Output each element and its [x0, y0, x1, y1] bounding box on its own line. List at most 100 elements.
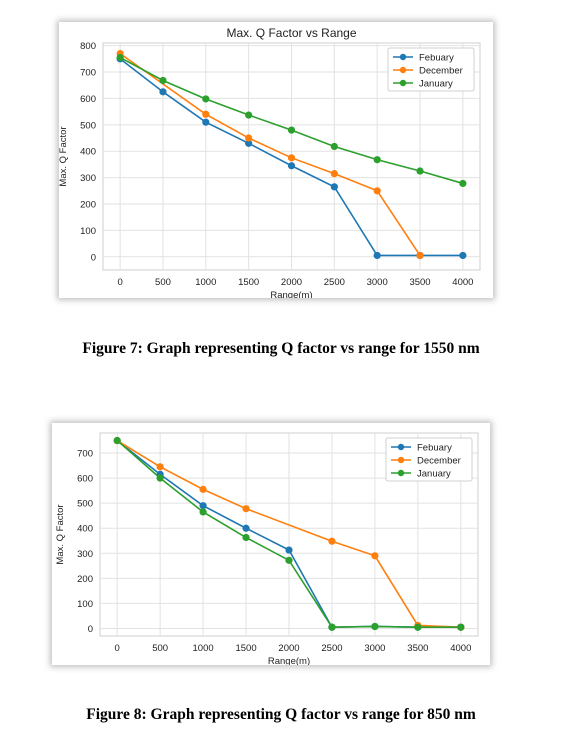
- y-tick-label: 600: [77, 474, 93, 485]
- series-line-december: [116, 439, 461, 629]
- figure-7-caption: Figure 7: Graph representing Q factor vs…: [82, 340, 480, 357]
- data-point-january: [373, 156, 381, 164]
- chart-title: Max. Q Factor vs Range: [226, 26, 356, 40]
- y-tick-label: 300: [77, 549, 93, 560]
- x-tick-label: 1000: [193, 643, 214, 654]
- y-tick-label: 400: [77, 524, 93, 535]
- y-tick-label: 200: [80, 200, 96, 211]
- data-point-december: [371, 552, 379, 560]
- data-point-january: [414, 623, 422, 631]
- x-tick-label: 4000: [450, 643, 471, 654]
- q-factor-850nm-chart: 0 500 1000 1500 2000 2500 3000 3500 4000 0 100 200 3…: [55, 432, 479, 665]
- data-point-febuary: [373, 251, 381, 260]
- x-tick-label: 0: [115, 643, 120, 654]
- data-point-december: [156, 463, 164, 471]
- y-tick-label: 400: [80, 147, 96, 158]
- legend: Febuary December January: [387, 47, 475, 92]
- x-tick-label: 2500: [321, 643, 342, 654]
- data-point-december: [328, 537, 336, 545]
- legend-label-january: January: [419, 79, 453, 90]
- data-point-january: [330, 142, 338, 151]
- data-point-january: [459, 179, 467, 188]
- legend-marker-december: [399, 66, 407, 74]
- y-tick-label: 100: [80, 226, 96, 237]
- legend-label-january: January: [417, 469, 451, 480]
- y-tick-label: 600: [80, 94, 96, 105]
- legend-box: [385, 437, 473, 482]
- legend-box: [387, 47, 475, 92]
- y-tick-label: 700: [77, 449, 93, 460]
- figure-8-caption: Figure 8: Graph representing Q factor vs…: [86, 706, 476, 723]
- data-point-febuary: [159, 88, 167, 96]
- data-point-january: [457, 623, 465, 631]
- legend-label-febuary: Febuary: [417, 443, 452, 454]
- data-point-january: [159, 76, 167, 85]
- legend-label-febuary: Febuary: [419, 53, 454, 64]
- data-point-january: [287, 126, 296, 134]
- y-tick-label: 500: [80, 120, 96, 131]
- legend-marker-december: [397, 456, 405, 464]
- data-point-january: [245, 111, 253, 119]
- legend: Febuary December January: [385, 437, 473, 482]
- x-tick-label: 1500: [235, 643, 256, 654]
- data-point-december: [330, 170, 338, 178]
- data-point-febuary: [242, 524, 250, 532]
- y-axis-label: Max. Q Factor: [55, 504, 66, 564]
- x-tick-label: 2000: [281, 277, 302, 288]
- x-axis-label: Range(m): [270, 290, 312, 298]
- y-tick-label: 500: [77, 499, 93, 510]
- x-tick-label: 2500: [324, 277, 345, 288]
- x-tick-label: 500: [152, 643, 168, 654]
- data-point-january: [199, 508, 207, 516]
- data-point-december: [287, 154, 296, 162]
- data-point-january: [156, 474, 164, 482]
- legend-label-december: December: [419, 66, 463, 77]
- x-tick-label: 1000: [195, 277, 216, 288]
- y-tick-label: 700: [80, 68, 96, 79]
- legend-marker-febuary: [399, 53, 407, 61]
- data-point-febuary: [459, 251, 467, 260]
- x-axis-label: Range(m): [268, 656, 310, 665]
- x-tick-label: 4000: [452, 277, 473, 288]
- data-point-january: [371, 622, 379, 631]
- data-point-january: [116, 53, 124, 62]
- x-tick-label: 2000: [278, 643, 299, 654]
- x-tick-label: 3500: [407, 643, 428, 654]
- data-point-december: [245, 134, 253, 142]
- data-point-febuary: [287, 162, 296, 170]
- q-factor-1550nm-chart: 0 500 1000 1500 2000 2500 3000 3500 4000 0 100 200 3…: [59, 26, 481, 298]
- figure-7-chart: 0 500 1000 1500 2000 2500 3000 3500 4000 0 100 200 3…: [59, 22, 493, 298]
- y-tick-label: 100: [77, 599, 93, 610]
- data-point-january: [113, 436, 121, 445]
- data-point-december: [199, 485, 207, 493]
- y-tick-label: 200: [77, 574, 93, 585]
- x-tick-label: 3000: [367, 277, 388, 288]
- data-point-december: [242, 505, 250, 513]
- y-axis-label: Max. Q Factor: [59, 126, 69, 186]
- y-tick-label: 0: [88, 624, 93, 635]
- data-point-febuary: [245, 139, 253, 147]
- x-tick-label: 3000: [364, 643, 385, 654]
- legend-label-december: December: [417, 456, 461, 467]
- x-tick-label: 0: [117, 277, 122, 288]
- data-point-december: [416, 251, 424, 260]
- data-point-febuary: [330, 183, 338, 191]
- data-point-january: [328, 623, 336, 631]
- data-point-january: [285, 556, 293, 564]
- data-point-febuary: [199, 502, 207, 510]
- legend-marker-january: [397, 469, 405, 477]
- y-tick-label: 0: [91, 252, 96, 263]
- legend-marker-febuary: [397, 443, 405, 451]
- y-tick-label: 800: [80, 41, 96, 52]
- y-tick-label: 300: [80, 173, 96, 184]
- data-point-january: [416, 167, 424, 175]
- figure-8-chart: 0 500 1000 1500 2000 2500 3000 3500 4000 0 100 200 3…: [52, 423, 490, 665]
- legend-marker-january: [399, 79, 407, 87]
- data-point-december: [202, 110, 210, 118]
- x-tick-label: 500: [155, 277, 171, 288]
- data-point-febuary: [202, 118, 210, 126]
- data-point-december: [373, 187, 381, 195]
- x-tick-label: 1500: [238, 277, 259, 288]
- data-point-january: [202, 95, 210, 103]
- data-point-febuary: [285, 546, 293, 554]
